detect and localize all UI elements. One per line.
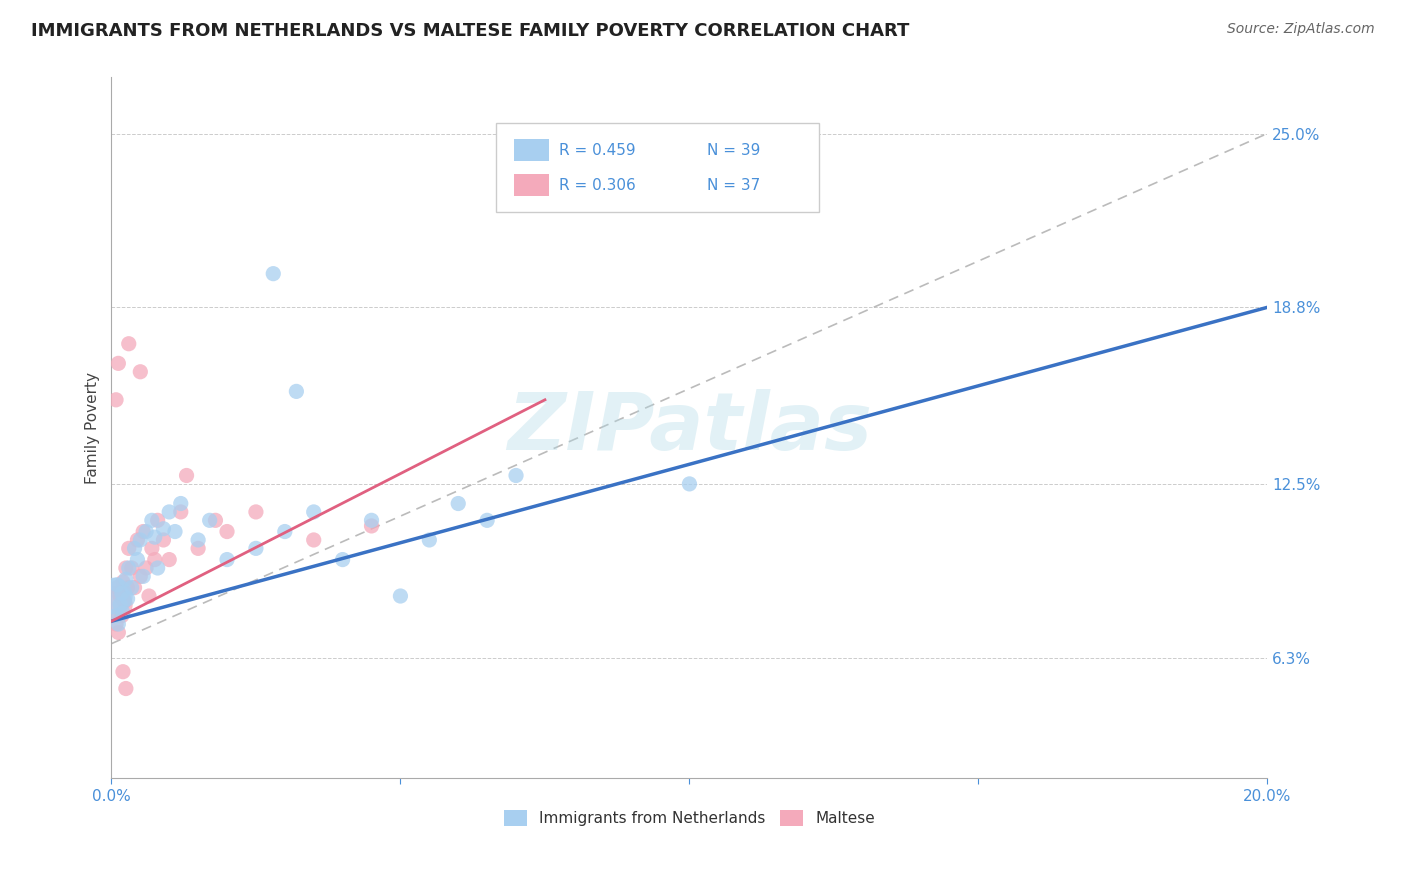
Point — [262, 267, 284, 281]
Point — [127, 552, 149, 566]
Point — [302, 533, 325, 547]
Point — [215, 552, 238, 566]
Point — [118, 336, 141, 351]
Point — [302, 505, 325, 519]
Point — [124, 541, 146, 556]
Point — [245, 505, 267, 519]
Point — [170, 505, 193, 519]
Point — [127, 533, 149, 547]
Text: N = 39: N = 39 — [707, 143, 759, 158]
Point — [389, 589, 412, 603]
Point — [108, 598, 131, 612]
Point — [112, 594, 135, 608]
Point — [475, 513, 498, 527]
Point — [111, 665, 134, 679]
Point — [157, 552, 180, 566]
Point — [141, 541, 163, 556]
Point — [132, 569, 155, 583]
Text: R = 0.459: R = 0.459 — [560, 143, 636, 158]
Point — [121, 581, 143, 595]
Point — [118, 541, 141, 556]
Point — [111, 606, 134, 620]
Point — [121, 561, 143, 575]
Point — [132, 524, 155, 539]
Point — [118, 561, 141, 575]
Point — [447, 496, 470, 510]
Point — [198, 513, 221, 527]
Text: R = 0.306: R = 0.306 — [560, 178, 636, 193]
Point — [187, 533, 209, 547]
Point — [141, 513, 163, 527]
Text: IMMIGRANTS FROM NETHERLANDS VS MALTESE FAMILY POVERTY CORRELATION CHART: IMMIGRANTS FROM NETHERLANDS VS MALTESE F… — [31, 22, 910, 40]
Point — [105, 581, 128, 595]
Point — [105, 578, 128, 592]
Point — [108, 589, 131, 603]
Point — [111, 574, 134, 589]
Text: N = 37: N = 37 — [707, 178, 759, 193]
Text: Source: ZipAtlas.com: Source: ZipAtlas.com — [1227, 22, 1375, 37]
Point — [505, 468, 527, 483]
Point — [285, 384, 308, 399]
Point — [135, 524, 157, 539]
Legend: Immigrants from Netherlands, Maltese: Immigrants from Netherlands, Maltese — [496, 803, 883, 834]
Point — [105, 392, 128, 407]
Point — [170, 496, 193, 510]
Point — [332, 552, 354, 566]
Point — [129, 365, 152, 379]
Point — [117, 581, 139, 595]
Point — [129, 569, 152, 583]
Point — [204, 513, 226, 527]
Point — [143, 530, 166, 544]
Point — [418, 533, 440, 547]
Point — [111, 586, 134, 600]
Point — [135, 561, 157, 575]
Y-axis label: Family Poverty: Family Poverty — [86, 372, 100, 483]
Point — [360, 519, 382, 533]
Point — [176, 468, 198, 483]
Point — [115, 681, 138, 696]
Point — [107, 617, 129, 632]
Point — [117, 591, 139, 606]
Point — [678, 476, 700, 491]
Point — [107, 356, 129, 370]
Point — [187, 541, 209, 556]
Point — [360, 513, 382, 527]
Point — [103, 598, 125, 612]
Point — [115, 561, 138, 575]
Point — [157, 505, 180, 519]
Point — [245, 541, 267, 556]
Point — [163, 524, 186, 539]
Point — [274, 524, 297, 539]
Point — [152, 533, 174, 547]
Point — [215, 524, 238, 539]
Point — [124, 581, 146, 595]
Point — [107, 625, 129, 640]
Point — [111, 608, 134, 623]
Point — [103, 589, 125, 603]
Point — [143, 552, 166, 566]
Point — [146, 561, 169, 575]
Point — [138, 589, 160, 603]
Point — [105, 608, 128, 623]
Point — [146, 513, 169, 527]
Point — [105, 617, 128, 632]
Text: ZIPatlas: ZIPatlas — [508, 389, 872, 467]
Point — [115, 572, 138, 586]
Point — [152, 522, 174, 536]
Point — [129, 533, 152, 547]
